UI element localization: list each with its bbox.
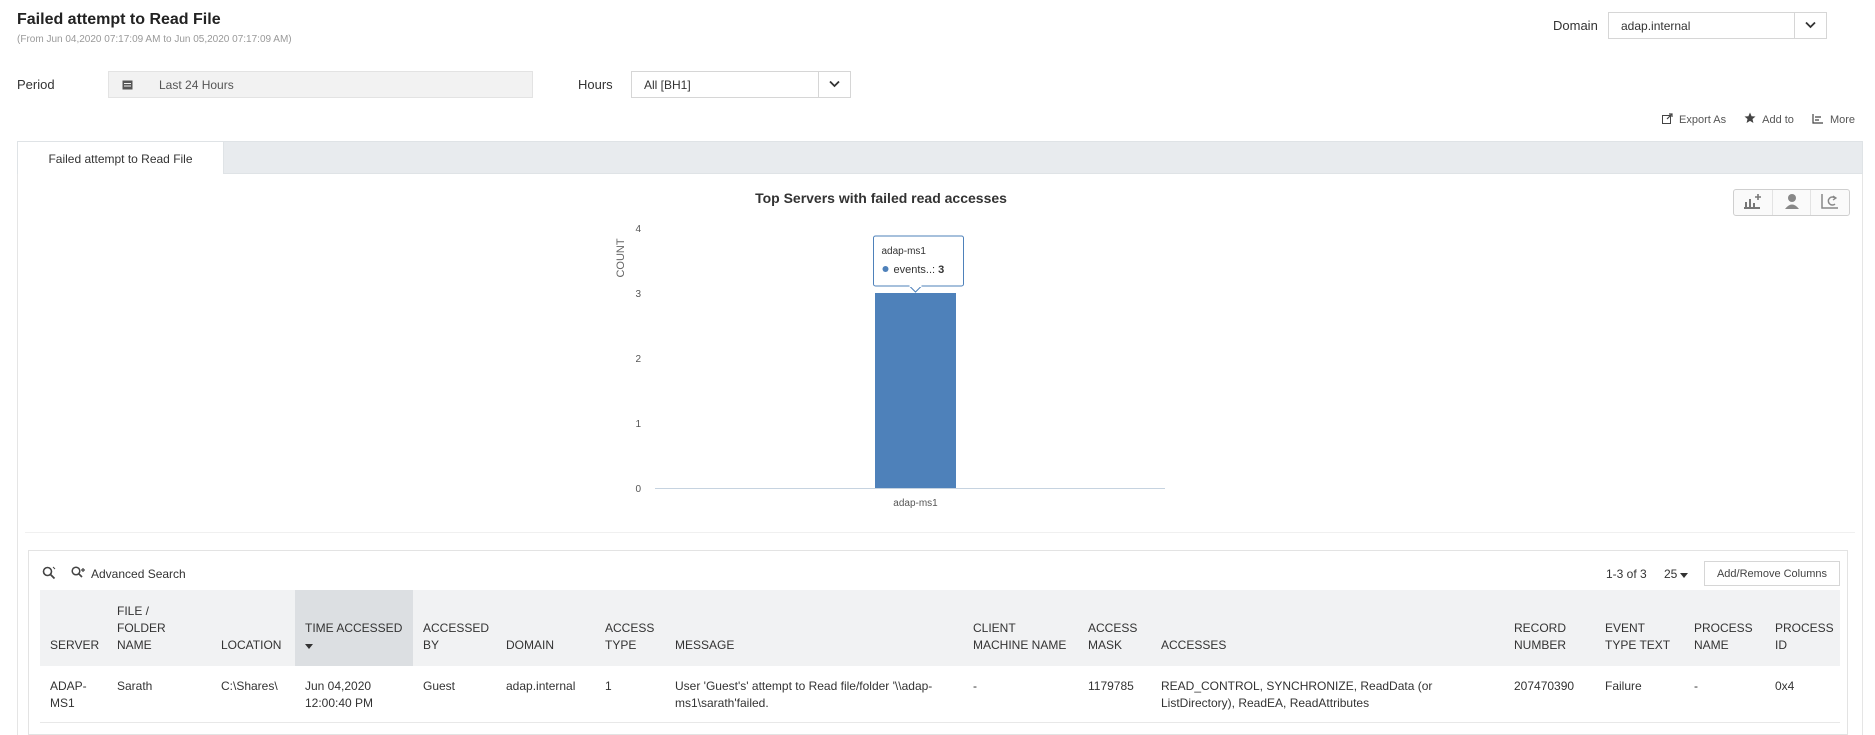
- cell-domain: adap.internal: [496, 666, 595, 723]
- tooltip-series-label: events..: 3: [894, 264, 945, 276]
- cell-location: C:\Shares\: [211, 666, 295, 723]
- tooltip-box: [873, 235, 964, 287]
- period-label: Period: [17, 77, 55, 92]
- caret-down-icon: [1680, 567, 1689, 581]
- cell-event-type-text: Failure: [1595, 666, 1684, 723]
- add-remove-columns-button[interactable]: Add/Remove Columns: [1704, 561, 1840, 586]
- column-header-accesses[interactable]: ACCESSES: [1151, 590, 1504, 666]
- refresh-chart-icon: [1821, 193, 1839, 212]
- events-table: SERVER FILE / FOLDER NAME LOCATION TIME …: [40, 590, 1840, 723]
- page-title: Failed attempt to Read File: [17, 11, 221, 28]
- y-tick-label: 2: [635, 354, 641, 365]
- cell-process-name: -: [1684, 666, 1765, 723]
- column-header-file-folder-name[interactable]: FILE / FOLDER NAME: [107, 590, 211, 666]
- period-picker[interactable]: Last 24 Hours: [108, 71, 533, 98]
- tooltip-value: 3: [938, 264, 944, 276]
- export-as-button[interactable]: Export As: [1662, 112, 1726, 127]
- domain-label: Domain: [1553, 18, 1598, 33]
- y-tick-label: 1: [635, 419, 641, 430]
- hours-select-value: All [BH1]: [644, 78, 691, 92]
- hours-select[interactable]: All [BH1]: [631, 71, 851, 98]
- date-range-subtitle: (From Jun 04,2020 07:17:09 AM to Jun 05,…: [17, 34, 292, 45]
- period-value: Last 24 Hours: [159, 78, 234, 92]
- chart-refresh-button[interactable]: [1811, 190, 1849, 215]
- column-header-access-type[interactable]: ACCESS TYPE: [595, 590, 665, 666]
- cell-record-number: 207470390: [1504, 666, 1595, 723]
- domain-select[interactable]: adap.internal: [1608, 12, 1827, 39]
- cell-access-type: 1: [595, 666, 665, 723]
- chart-type-button[interactable]: [1734, 190, 1773, 215]
- x-tick-label: adap-ms1: [893, 498, 938, 509]
- advanced-search-label: Advanced Search: [91, 567, 186, 581]
- star-icon: [1744, 112, 1756, 127]
- column-header-access-mask[interactable]: ACCESS MASK: [1078, 590, 1151, 666]
- cell-accesses: READ_CONTROL, SYNCHRONIZE, ReadData (or …: [1151, 666, 1504, 723]
- more-button[interactable]: More: [1812, 112, 1855, 127]
- column-header-client-machine-name[interactable]: CLIENT MACHINE NAME: [963, 590, 1078, 666]
- cell-message: User 'Guest's' attempt to Read file/fold…: [665, 666, 963, 723]
- chart-toolbar: [1733, 189, 1850, 216]
- bar: [875, 293, 956, 488]
- column-header-accessed-by[interactable]: ACCESSED BY: [413, 590, 496, 666]
- column-header-time-accessed-label: TIME ACCESSED: [305, 621, 403, 635]
- report-tab-bar: Failed attempt to Read File: [17, 141, 1863, 175]
- table-row[interactable]: ADAP-MS1 Sarath C:\Shares\ Jun 04,2020 1…: [40, 666, 1840, 723]
- hours-label: Hours: [578, 77, 613, 92]
- bar-chart: COUNT 0 1 2 3 4 adap-ms1 adap-ms1 events..: 3: [615, 224, 1165, 509]
- pager-text: 1-3 of 3: [1606, 567, 1647, 581]
- table-header-row: SERVER FILE / FOLDER NAME LOCATION TIME …: [40, 590, 1840, 666]
- chevron-down-icon[interactable]: [818, 72, 850, 97]
- add-to-button[interactable]: Add to: [1744, 112, 1794, 127]
- sort-desc-icon: [305, 644, 313, 649]
- export-icon: [1662, 112, 1673, 127]
- chevron-down-icon[interactable]: [1794, 13, 1826, 38]
- tooltip-series-marker: [882, 266, 889, 272]
- y-axis-title: COUNT: [615, 238, 627, 277]
- user-icon: [1783, 193, 1801, 212]
- cell-client-machine-name: -: [963, 666, 1078, 723]
- page-size-value: 25: [1664, 567, 1678, 581]
- column-header-process-id[interactable]: PROCESS ID: [1765, 590, 1840, 666]
- column-header-event-type-text[interactable]: EVENT TYPE TEXT: [1595, 590, 1684, 666]
- column-header-domain[interactable]: DOMAIN: [496, 590, 595, 666]
- tooltip-header: adap-ms1: [882, 246, 927, 257]
- advanced-search-button[interactable]: Advanced Search: [71, 566, 186, 582]
- search-icon: [42, 566, 56, 583]
- column-header-time-accessed[interactable]: TIME ACCESSED: [295, 590, 413, 666]
- divider: [25, 532, 1855, 533]
- tooltip-pointer-mask: [909, 285, 922, 287]
- column-header-message[interactable]: MESSAGE: [665, 590, 963, 666]
- export-as-label: Export As: [1679, 113, 1727, 126]
- search-toggle-button[interactable]: [42, 566, 56, 583]
- y-tick-label: 3: [635, 289, 641, 300]
- calendar-icon[interactable]: [109, 72, 145, 97]
- cell-access-mask: 1179785: [1078, 666, 1151, 723]
- add-chart-icon: [1743, 193, 1763, 212]
- cell-time-accessed: Jun 04,2020 12:00:40 PM: [295, 666, 413, 723]
- page-size-select[interactable]: 25: [1664, 567, 1689, 581]
- tab-failed-attempt-to-read-file[interactable]: Failed attempt to Read File: [18, 142, 224, 175]
- report-actions: Export As Add to More: [1662, 112, 1855, 127]
- more-label: More: [1829, 113, 1855, 126]
- column-header-process-name[interactable]: PROCESS NAME: [1684, 590, 1765, 666]
- advanced-search-icon: [71, 566, 86, 582]
- cell-process-id: 0x4: [1765, 666, 1840, 723]
- y-tick-label: 0: [635, 484, 641, 495]
- domain-select-value: adap.internal: [1621, 19, 1691, 33]
- chart-title: Top Servers with failed read accesses: [755, 190, 1007, 206]
- more-icon: [1812, 113, 1824, 127]
- cell-accessed-by: Guest: [413, 666, 496, 723]
- cell-server: ADAP-MS1: [40, 666, 107, 723]
- chart-user-button[interactable]: [1773, 190, 1812, 215]
- column-header-location[interactable]: LOCATION: [211, 590, 295, 666]
- column-header-record-number[interactable]: RECORD NUMBER: [1504, 590, 1595, 666]
- file-folder-link[interactable]: Sarath: [107, 666, 211, 723]
- tooltip-pointer: [909, 285, 922, 293]
- column-header-server[interactable]: SERVER: [40, 590, 107, 666]
- add-to-label: Add to: [1762, 113, 1794, 126]
- y-tick-label: 4: [635, 224, 641, 235]
